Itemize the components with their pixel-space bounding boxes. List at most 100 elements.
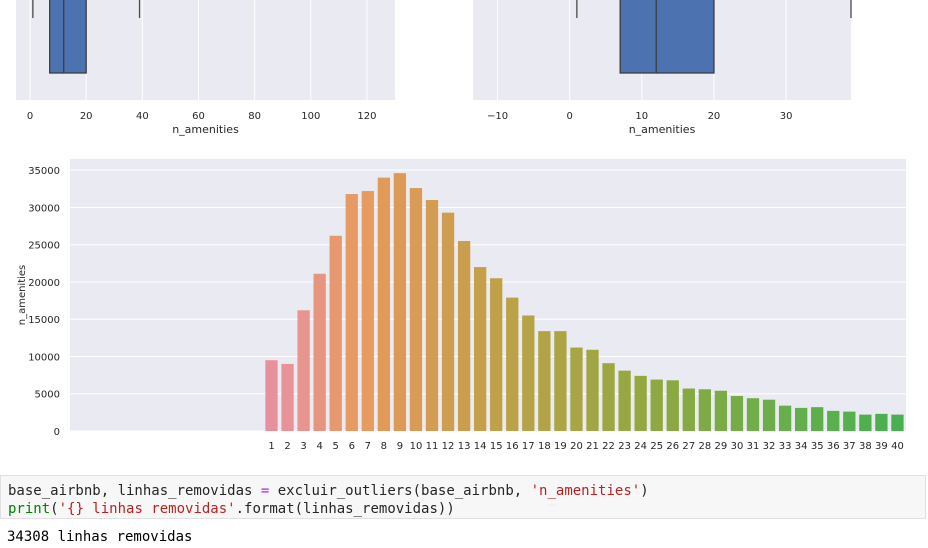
bar — [441, 212, 455, 431]
x-tick-label: 10 — [635, 111, 648, 122]
boxplot-right: −10 0 10 20 30 n_amenities — [473, 0, 852, 136]
x-tick-label: 6 — [349, 441, 355, 452]
bar — [490, 278, 503, 431]
bar — [666, 380, 679, 431]
bar — [843, 411, 856, 431]
x-tick-label: 100 — [301, 111, 320, 122]
x-tick-label: 31 — [747, 441, 760, 452]
y-tick-label: 25000 — [28, 241, 60, 252]
x-tick-label: 10 — [410, 441, 423, 452]
x-tick-label: 35 — [811, 441, 824, 452]
bar — [377, 177, 390, 431]
x-tick-label: 18 — [538, 441, 551, 452]
x-tick-label: 11 — [426, 441, 439, 452]
y-axis-label: n_amenities — [17, 265, 28, 326]
x-tick-label: 3 — [300, 441, 306, 452]
code-text: ) — [640, 483, 649, 499]
box-iqr — [49, 0, 87, 74]
plot-background — [70, 159, 906, 431]
bar — [538, 331, 551, 431]
x-tick-label: 22 — [602, 441, 615, 452]
x-tick-label: 12 — [442, 441, 455, 452]
bar — [875, 413, 888, 431]
x-tick-label: 60 — [192, 111, 205, 122]
bar — [827, 410, 840, 431]
bar — [682, 388, 695, 431]
bar — [730, 395, 744, 431]
bar — [891, 414, 904, 431]
bar — [457, 240, 471, 431]
bar — [281, 363, 294, 431]
code-text: excluir_outliers(base_airbnb, — [269, 483, 531, 499]
x-tick-label: 120 — [357, 111, 376, 122]
bar — [634, 375, 647, 431]
bar — [393, 173, 407, 431]
code-text: base_airbnb, linhas_removidas — [8, 483, 261, 499]
x-tick-label: 37 — [843, 441, 856, 452]
y-tick-label: 0 — [54, 427, 60, 438]
x-tick-label: 9 — [397, 441, 403, 452]
y-tick-label: 20000 — [28, 278, 60, 289]
x-tick-label: 4 — [316, 441, 322, 452]
code-text: .format(linhas_removidas)) — [235, 501, 455, 517]
x-tick-label: 17 — [522, 441, 535, 452]
bar — [329, 235, 342, 431]
x-tick-label: 14 — [474, 441, 487, 452]
code-string: '{} linhas removidas' — [58, 501, 236, 517]
x-tick-label: 40 — [891, 441, 904, 452]
x-tick-label: 27 — [682, 441, 695, 452]
x-tick-label: 20 — [570, 441, 583, 452]
x-tick-label: 2 — [284, 441, 290, 452]
x-tick-label: 20 — [708, 111, 721, 122]
x-tick-label: 21 — [586, 441, 599, 452]
x-tick-label: 25 — [650, 441, 663, 452]
x-tick-label: 40 — [136, 111, 149, 122]
bar — [778, 405, 792, 431]
bar — [474, 267, 487, 431]
x-tick-label: 23 — [618, 441, 631, 452]
bar — [522, 315, 535, 431]
bar — [762, 399, 776, 431]
code-text: ( — [50, 501, 59, 517]
bar — [554, 331, 567, 431]
bar — [313, 273, 326, 431]
bar — [618, 370, 631, 431]
x-tick-label: 30 — [780, 111, 793, 122]
x-tick-label: 16 — [506, 441, 519, 452]
code-line-2: print('{} linhas removidas'.format(linha… — [8, 500, 455, 518]
x-tick-label: 15 — [490, 441, 503, 452]
x-tick-label: 36 — [827, 441, 840, 452]
bar — [714, 390, 728, 431]
x-tick-label: 13 — [458, 441, 471, 452]
code-cell[interactable]: base_airbnb, linhas_removidas = excluir_… — [0, 475, 926, 519]
x-tick-label: 0 — [566, 111, 572, 122]
bar — [746, 398, 760, 431]
bar — [265, 360, 278, 431]
cell-output: 34308 linhas removidas — [7, 529, 193, 545]
x-tick-label: 39 — [875, 441, 888, 452]
bar — [811, 407, 824, 431]
bar — [698, 389, 711, 431]
x-tick-label: 19 — [554, 441, 567, 452]
y-tick-label: 10000 — [28, 352, 60, 363]
code-string: 'n_amenities' — [530, 483, 641, 499]
box-iqr — [619, 0, 715, 74]
bar — [409, 188, 423, 431]
bar — [650, 379, 663, 431]
x-tick-label: 7 — [365, 441, 371, 452]
bar — [425, 199, 439, 431]
x-axis-label: n_amenities — [172, 123, 239, 136]
x-tick-label: 29 — [715, 441, 728, 452]
code-line-1: base_airbnb, linhas_removidas = excluir_… — [8, 482, 649, 500]
x-tick-label: −10 — [487, 111, 508, 122]
x-tick-label: 0 — [27, 111, 33, 122]
y-tick-label: 15000 — [28, 315, 60, 326]
x-tick-label: 33 — [779, 441, 792, 452]
x-tick-label: 26 — [666, 441, 679, 452]
y-tick-label: 30000 — [28, 203, 60, 214]
x-tick-label: 20 — [80, 111, 93, 122]
code-operator: = — [260, 483, 270, 499]
bar — [859, 414, 872, 431]
code-keyword: print — [8, 501, 51, 517]
